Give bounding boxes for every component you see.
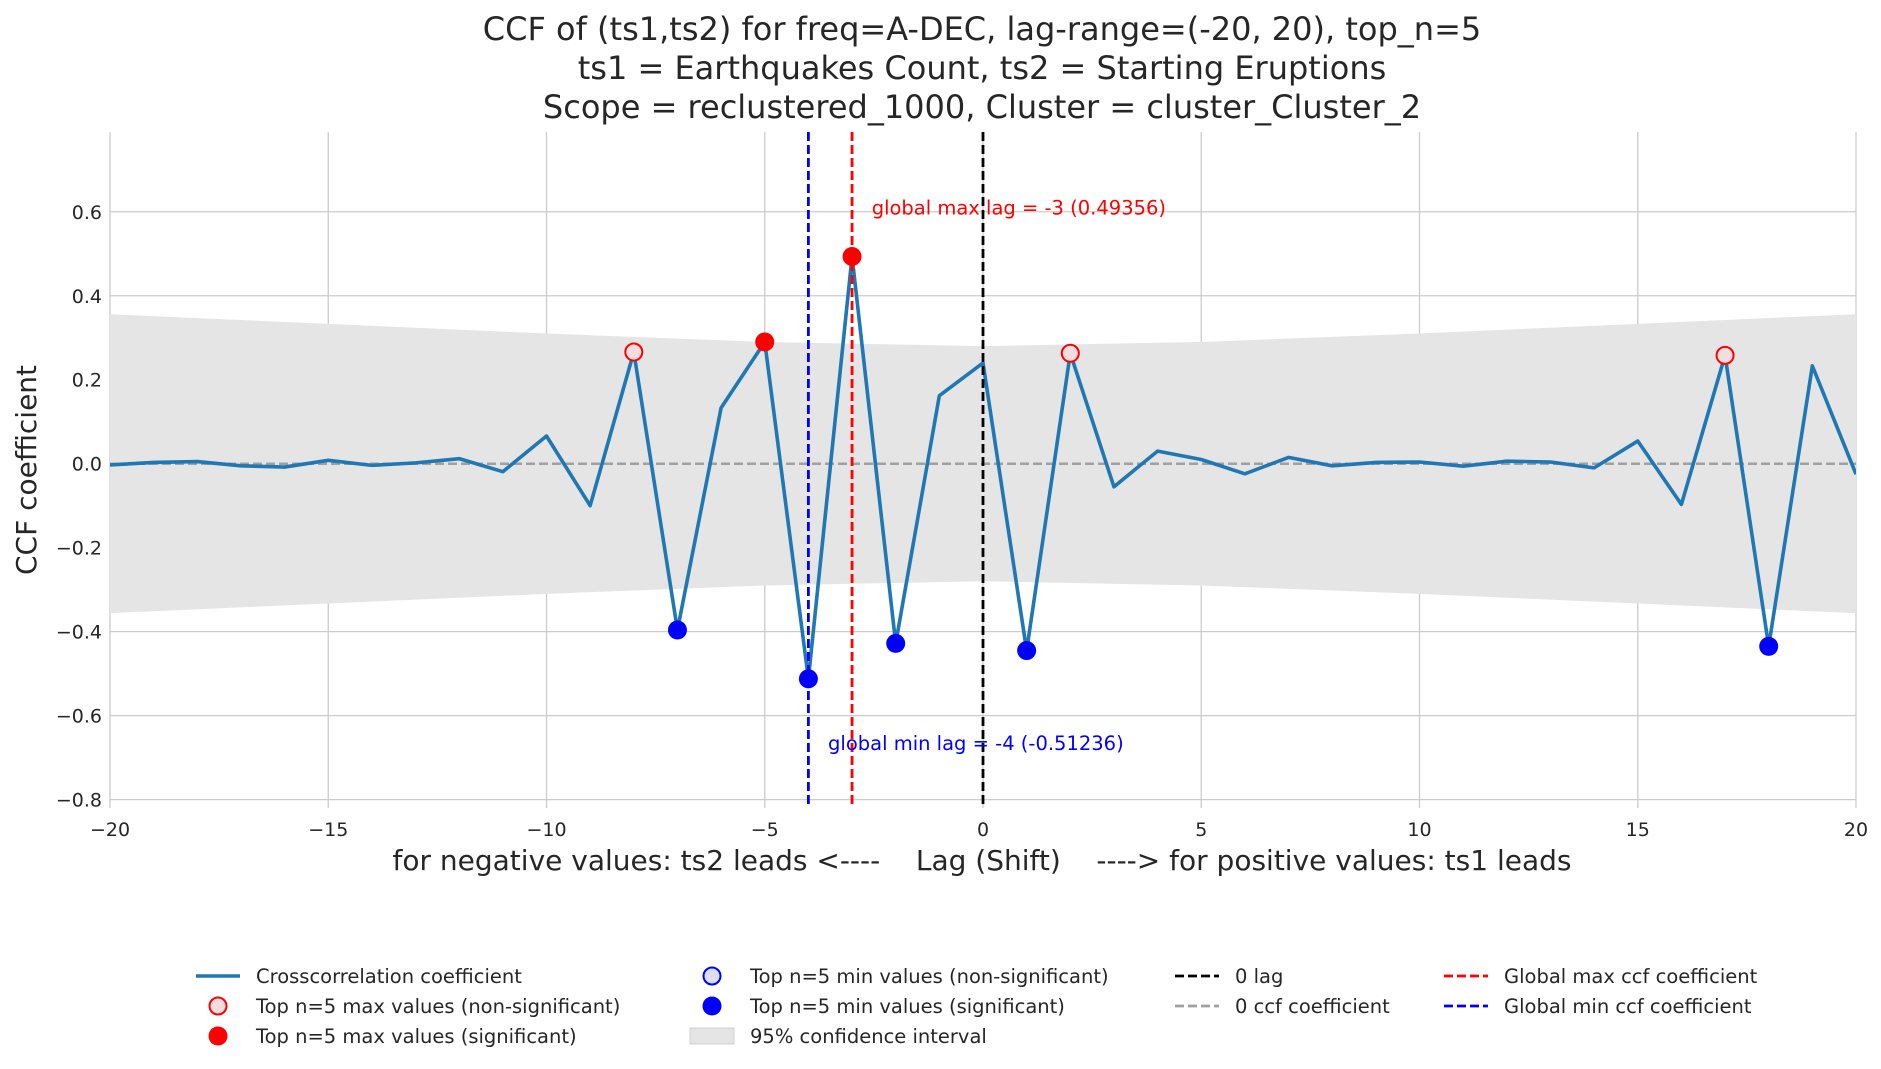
plot-area: −20 −15 −10 −5 0 5 10 15 20 −0.8 −0.6 −0.4 −0.2 0.0 0.… xyxy=(56,132,1868,841)
x-tick-label: −5 xyxy=(751,819,779,841)
x-tick-label: 20 xyxy=(1844,819,1868,841)
y-tick-label: 0.2 xyxy=(72,370,102,392)
y-tick-label: −0.6 xyxy=(56,706,102,728)
legend-label: Global min ccf coefficient xyxy=(1504,995,1752,1018)
legend-label: Top n=5 max values (non-significant) xyxy=(255,995,620,1018)
legend-swatch xyxy=(689,1027,735,1045)
top-min-significant-marker xyxy=(1759,636,1779,656)
legend-label: Global max ccf coefficient xyxy=(1504,965,1758,988)
x-tick-label: −15 xyxy=(308,819,348,841)
x-axis-label: for negative values: ts2 leads <---- Lag… xyxy=(393,844,1572,877)
legend-swatch xyxy=(208,1026,228,1046)
x-tick-label: 5 xyxy=(1195,819,1207,841)
global-min-annotation: global min lag = -4 (-0.51236) xyxy=(828,732,1124,755)
legend-swatch xyxy=(208,996,228,1016)
top-max-nonsignificant-marker xyxy=(1060,343,1080,363)
x-tick-label: 0 xyxy=(977,819,989,841)
y-tick-label: 0.6 xyxy=(72,202,102,224)
legend-label: 0 ccf coefficient xyxy=(1235,995,1390,1018)
y-tick-label: −0.8 xyxy=(56,790,102,812)
legend-label: 95% confidence interval xyxy=(750,1025,987,1048)
legend-label: 0 lag xyxy=(1235,965,1283,988)
top-max-nonsignificant-marker xyxy=(624,342,644,362)
chart-title-line-1: CCF of (ts1,ts2) for freq=A-DEC, lag-ran… xyxy=(483,10,1481,48)
legend-label: Crosscorrelation coefficient xyxy=(256,965,522,988)
legend-label: Top n=5 min values (significant) xyxy=(749,995,1065,1018)
y-tick-label: −0.2 xyxy=(56,538,102,560)
top-min-significant-marker xyxy=(1017,641,1037,661)
y-axis-label: CCF coefficient xyxy=(10,365,43,575)
y-tick-label: −0.4 xyxy=(56,622,102,644)
top-max-significant-marker xyxy=(755,332,775,352)
y-tick-label: 0.4 xyxy=(72,286,102,308)
top-min-significant-marker xyxy=(886,633,906,653)
global-max-annotation: global max lag = -3 (0.49356) xyxy=(872,197,1166,220)
top-min-significant-marker xyxy=(798,669,818,689)
legend-label: Top n=5 max values (significant) xyxy=(255,1025,577,1048)
top-max-nonsignificant-marker xyxy=(1715,345,1735,365)
legend-label: Top n=5 min values (non-significant) xyxy=(749,965,1109,988)
y-tick-label: 0.0 xyxy=(72,454,102,476)
chart-title-line-3: Scope = reclustered_1000, Cluster = clus… xyxy=(543,88,1421,126)
x-tick-label: −20 xyxy=(90,819,130,841)
x-tick-label: 10 xyxy=(1407,819,1431,841)
legend: Crosscorrelation coefficient Top n=5 max … xyxy=(196,965,1758,1048)
legend-swatch xyxy=(702,966,722,986)
chart-title-line-2: ts1 = Earthquakes Count, ts2 = Starting … xyxy=(578,49,1387,87)
ccf-series-line xyxy=(110,254,1856,681)
legend-swatch xyxy=(702,996,722,1016)
x-tick-label: −10 xyxy=(526,819,566,841)
x-tick-label: 15 xyxy=(1626,819,1650,841)
top-max-significant-marker xyxy=(842,246,862,266)
top-min-significant-marker xyxy=(667,620,687,640)
